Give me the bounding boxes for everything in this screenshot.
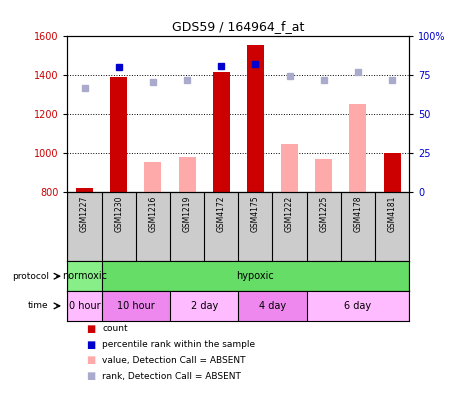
Text: GSM4178: GSM4178	[353, 196, 362, 232]
Text: GSM1225: GSM1225	[319, 196, 328, 232]
Text: ■: ■	[86, 371, 95, 381]
Bar	[76, 188, 93, 192]
Bar	[67, 291, 101, 321]
Text: percentile rank within the sample: percentile rank within the sample	[102, 340, 255, 349]
Text: 4 day: 4 day	[259, 301, 286, 311]
Text: 0 hour: 0 hour	[69, 301, 100, 311]
Text: ■: ■	[86, 339, 95, 350]
Text: GSM1222: GSM1222	[285, 196, 294, 232]
Text: GSM4181: GSM4181	[388, 196, 397, 232]
Bar	[144, 162, 161, 192]
Text: GSM4175: GSM4175	[251, 196, 260, 232]
Bar	[67, 261, 101, 291]
Bar	[101, 291, 170, 321]
Text: ■: ■	[86, 355, 95, 366]
Bar	[384, 153, 401, 192]
Text: protocol: protocol	[12, 272, 49, 281]
Text: normoxic: normoxic	[62, 271, 107, 281]
Text: 2 day: 2 day	[191, 301, 218, 311]
Bar	[179, 157, 196, 192]
Bar	[306, 291, 409, 321]
Text: GSM4172: GSM4172	[217, 196, 226, 232]
Text: 10 hour: 10 hour	[117, 301, 155, 311]
Text: rank, Detection Call = ABSENT: rank, Detection Call = ABSENT	[102, 372, 241, 381]
Text: GSM1219: GSM1219	[183, 196, 192, 232]
Bar	[247, 46, 264, 192]
Title: GDS59 / 164964_f_at: GDS59 / 164964_f_at	[172, 20, 305, 33]
Bar	[281, 144, 298, 192]
Text: time: time	[28, 301, 49, 310]
Text: GSM1216: GSM1216	[148, 196, 157, 232]
Bar	[213, 72, 230, 192]
Text: ■: ■	[86, 324, 95, 334]
Text: 6 day: 6 day	[345, 301, 372, 311]
Bar	[110, 77, 127, 192]
Bar	[238, 291, 306, 321]
Bar	[315, 159, 332, 192]
Text: count: count	[102, 324, 128, 333]
Bar	[349, 104, 366, 192]
Bar	[170, 291, 238, 321]
Text: value, Detection Call = ABSENT: value, Detection Call = ABSENT	[102, 356, 246, 365]
Text: GSM1227: GSM1227	[80, 196, 89, 232]
Text: hypoxic: hypoxic	[237, 271, 274, 281]
Text: GSM1230: GSM1230	[114, 196, 123, 232]
